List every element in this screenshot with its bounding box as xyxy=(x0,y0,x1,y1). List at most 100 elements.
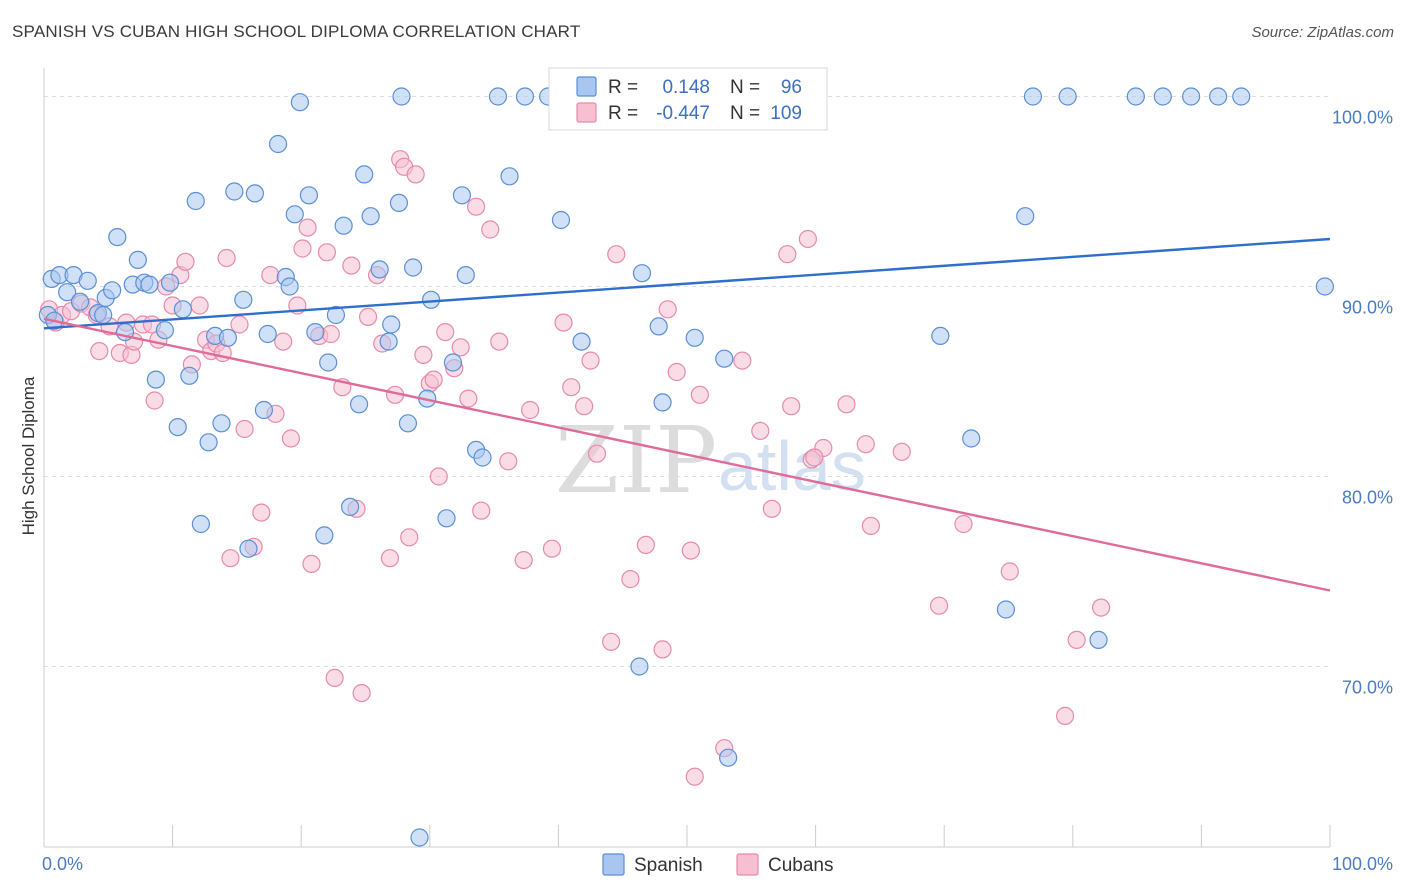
chart-title: SPANISH VS CUBAN HIGH SCHOOL DIPLOMA COR… xyxy=(12,22,581,41)
spanish-point xyxy=(94,305,113,325)
spanish-point xyxy=(410,828,429,847)
cubans-point xyxy=(690,385,709,404)
spanish-point xyxy=(719,748,738,767)
cubans-point xyxy=(1055,706,1075,726)
cubans-point xyxy=(274,332,293,351)
spanish-trend-line xyxy=(43,237,1331,330)
spanish-point xyxy=(218,328,237,347)
cubans-point xyxy=(575,397,594,416)
cubans-point xyxy=(554,313,573,332)
spanish-swatch xyxy=(576,76,597,97)
spanish-point xyxy=(382,315,401,334)
cubans-point xyxy=(490,332,509,351)
spanish-point xyxy=(160,273,180,292)
axes xyxy=(43,68,1331,848)
spanish-point xyxy=(146,370,165,389)
spanish-point xyxy=(1023,87,1043,106)
spanish-point xyxy=(379,332,398,351)
cubans-point xyxy=(861,516,880,536)
x-tick-label: 100.0% xyxy=(1332,854,1393,874)
stats-legend: R = 0.148 N = 96 R = -0.447 N = 109 xyxy=(548,67,828,131)
spanish-point xyxy=(239,539,258,558)
spanish-point xyxy=(58,283,77,302)
spanish-point xyxy=(389,193,409,212)
spanish-point xyxy=(653,393,672,412)
cubans-point xyxy=(230,315,249,334)
spanish-point xyxy=(1126,87,1145,106)
source-label: Source: ZipAtlas.com xyxy=(1251,24,1394,41)
cubans-r-label: R = xyxy=(608,103,638,124)
cubans-point xyxy=(261,266,280,285)
spanish-n-label: N = xyxy=(730,77,760,98)
spanish-point xyxy=(715,349,734,368)
cubans-swatch xyxy=(576,102,597,123)
spanish-point xyxy=(996,600,1016,619)
cubans-point xyxy=(587,444,607,463)
spanish-point xyxy=(225,182,244,201)
spanish-point xyxy=(392,87,411,106)
cubans-point xyxy=(472,501,491,520)
spanish-point xyxy=(456,266,475,285)
spanish-point xyxy=(78,271,97,290)
cubans-point xyxy=(321,324,340,344)
cubans-point xyxy=(317,243,337,262)
spanish-point xyxy=(140,275,159,294)
spanish-n-value: 96 xyxy=(781,77,802,98)
cubans-point xyxy=(798,229,817,249)
cubans-point xyxy=(436,323,455,342)
spanish-point xyxy=(319,353,338,372)
spanish-point xyxy=(1089,630,1108,650)
cubans-point xyxy=(892,442,911,461)
cubans-n-value: 109 xyxy=(770,103,802,124)
cubans-point xyxy=(685,767,704,786)
cubans-point xyxy=(778,245,797,264)
spanish-point xyxy=(254,400,274,420)
spanish-r-label: R = xyxy=(608,77,638,98)
cubans-point xyxy=(667,362,686,382)
watermark-zip: ZIP xyxy=(555,407,717,514)
cubans-point xyxy=(837,395,856,414)
spanish-point xyxy=(212,414,231,433)
spanish-point xyxy=(168,418,187,437)
cubans-point xyxy=(481,220,500,239)
spanish-point xyxy=(443,353,463,372)
cubans-point xyxy=(1067,630,1086,650)
cubans-point xyxy=(782,397,801,416)
legend-spanish-label: Spanish xyxy=(634,855,703,876)
cubans-point xyxy=(217,248,236,268)
spanish-point xyxy=(1232,87,1251,106)
cubans-point xyxy=(358,307,378,326)
spanish-point xyxy=(931,326,950,345)
cubans-point xyxy=(607,245,626,264)
cubans-point xyxy=(733,351,752,370)
spanish-point xyxy=(437,509,456,528)
cubans-point xyxy=(451,338,470,357)
cubans-point xyxy=(281,429,301,448)
series-legend: Spanish Cubans xyxy=(602,853,834,876)
cubans-point xyxy=(406,165,425,184)
cubans-point xyxy=(514,550,533,570)
cubans-n-label: N = xyxy=(730,103,760,124)
spanish-point xyxy=(1016,207,1035,226)
legend-cubans-swatch xyxy=(736,853,759,876)
cubans-point xyxy=(400,528,419,547)
cubans-point xyxy=(499,452,518,471)
spanish-point xyxy=(103,281,122,300)
cubans-point xyxy=(190,296,209,315)
cubans-point xyxy=(621,569,640,589)
spanish-point xyxy=(268,134,288,154)
spanish-point xyxy=(421,290,441,309)
spanish-point xyxy=(403,258,423,277)
cubans-point xyxy=(805,448,824,467)
cubans-point xyxy=(653,640,672,659)
cubans-point xyxy=(298,218,317,237)
spanish-point xyxy=(299,186,319,205)
spanish-point xyxy=(361,207,380,226)
spanish-point xyxy=(398,414,418,433)
cubans-r-value: -0.447 xyxy=(656,103,710,124)
spanish-point xyxy=(488,87,508,106)
y-tick-label: 90.0% xyxy=(1342,298,1393,318)
spanish-point xyxy=(258,324,277,344)
spanish-point xyxy=(191,514,210,534)
cubans-point xyxy=(380,549,400,568)
